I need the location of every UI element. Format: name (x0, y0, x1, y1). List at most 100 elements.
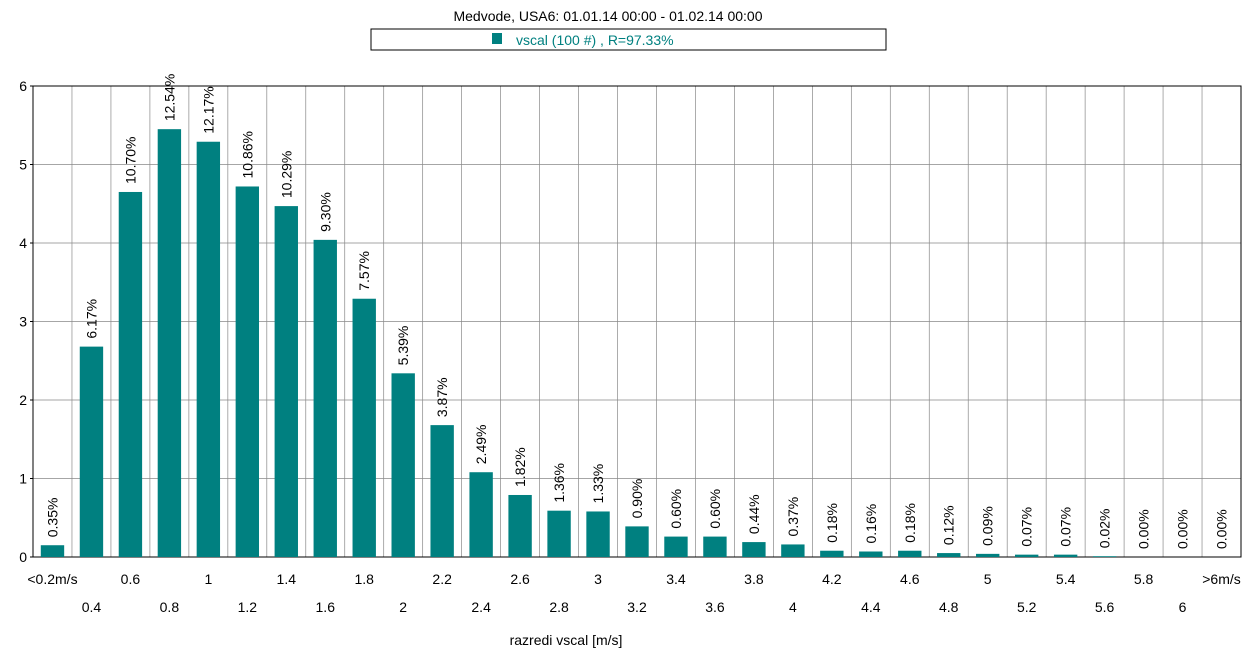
x-tick-label: 2.8 (549, 599, 569, 615)
x-tick-label: 4.2 (822, 571, 842, 587)
legend-label: vscal (100 #) , R=97.33% (516, 32, 674, 48)
x-tick-label: 1 (204, 571, 212, 587)
x-tick-label: >6m/s (1202, 571, 1241, 587)
bar (898, 550, 922, 557)
bar (664, 536, 688, 557)
percent-label: 0.18% (902, 503, 918, 543)
bars (40, 129, 1117, 558)
bar (352, 298, 376, 557)
y-tick-label: 4 (19, 235, 27, 251)
bar (118, 191, 143, 557)
x-tick-label: 6 (1179, 599, 1187, 615)
percent-label: 0.00% (1175, 509, 1191, 549)
x-tick-label: 5.6 (1095, 599, 1115, 615)
bar (742, 542, 766, 557)
percent-label: 0.12% (941, 505, 957, 545)
percent-label: 3.87% (434, 377, 450, 417)
percent-label: 0.00% (1136, 509, 1152, 549)
percent-label: 0.18% (824, 503, 840, 543)
percent-label: 10.29% (278, 151, 294, 198)
percent-label: 0.00% (1214, 509, 1230, 549)
bar (274, 206, 298, 558)
percent-label: 12.54% (161, 74, 177, 121)
y-tick-label: 0 (19, 549, 27, 565)
percent-label: 10.86% (239, 131, 255, 178)
bar (820, 550, 844, 557)
x-tick-label: 4.6 (900, 571, 920, 587)
bar (508, 494, 532, 557)
bar (976, 553, 1000, 557)
percent-label: 2.49% (473, 425, 489, 465)
legend: vscal (100 #) , R=97.33% (370, 28, 887, 51)
x-axis-ticks: <0.2m/s 0.4 0.6 0.8 1 1.2 1.4 1.6 1.8 2 2.2 2.4 2.6 2… (27, 571, 1240, 615)
y-tick-label: 6 (19, 78, 27, 94)
x-tick-label: 3.8 (744, 571, 764, 587)
y-tick-label: 3 (19, 314, 27, 330)
x-tick-label: 1.8 (354, 571, 374, 587)
bar (859, 551, 883, 557)
x-tick-label: 1.6 (316, 599, 336, 615)
x-tick-label: 2.4 (471, 599, 491, 615)
percent-label: 1.33% (590, 464, 606, 504)
y-tick-label: 1 (19, 471, 27, 487)
x-tick-label: 1.4 (277, 571, 297, 587)
percent-label: 6.17% (83, 299, 99, 339)
bar (703, 536, 727, 557)
bar (430, 425, 454, 557)
percent-label: 0.35% (44, 498, 60, 538)
bar (196, 141, 221, 558)
bar (547, 510, 571, 557)
percent-labels: 0.35% 6.17% 10.70% 12.54% 12.17% 10.86% 10.29%… (44, 74, 1229, 549)
x-tick-label: 5.8 (1134, 571, 1154, 587)
gridlines (33, 86, 1241, 557)
bar (937, 553, 961, 557)
x-tick-label: 1.2 (238, 599, 258, 615)
x-tick-label: 2.2 (432, 571, 452, 587)
y-tick-label: 5 (19, 157, 27, 173)
y-axis-ticks: 0 1 2 3 4 5 6 (19, 78, 33, 565)
y-tick-label: 2 (19, 392, 27, 408)
percent-label: 0.44% (746, 494, 762, 534)
x-axis-label: razredi vscal [m/s] (510, 632, 623, 648)
percent-label: 0.60% (707, 489, 723, 529)
legend-swatch (492, 33, 502, 44)
bar (625, 526, 649, 557)
bar (235, 186, 260, 558)
percent-label: 1.82% (512, 447, 528, 487)
x-tick-label: 4.4 (861, 599, 881, 615)
bar (1014, 554, 1039, 557)
bar (781, 544, 805, 557)
percent-label: 0.90% (629, 479, 645, 519)
percent-label: 12.17% (200, 86, 216, 133)
bar (1092, 556, 1117, 557)
bar (391, 373, 415, 557)
x-tick-label: 5.4 (1056, 571, 1076, 587)
bar (313, 239, 337, 558)
bar (79, 346, 104, 557)
percent-label: 0.37% (785, 497, 801, 537)
percent-label: 0.09% (980, 506, 996, 546)
percent-label: 0.16% (863, 504, 879, 544)
x-tick-label: 3.6 (705, 599, 725, 615)
percent-label: 7.57% (356, 251, 372, 291)
chart-title: Medvode, USA6: 01.01.14 00:00 - 01.02.14… (453, 8, 762, 24)
percent-label: 0.07% (1058, 507, 1074, 547)
x-tick-label: 3.4 (666, 571, 686, 587)
percent-label: 0.02% (1097, 509, 1113, 549)
x-tick-label: <0.2m/s (27, 571, 77, 587)
x-tick-label: 2.6 (510, 571, 530, 587)
percent-label: 5.39% (395, 326, 411, 366)
x-tick-label: 3.2 (627, 599, 647, 615)
percent-label: 10.70% (122, 136, 138, 183)
bar (40, 545, 65, 557)
x-tick-label: 4 (789, 599, 797, 615)
x-tick-label: 4.8 (939, 599, 959, 615)
x-tick-label: 0.6 (121, 571, 141, 587)
x-tick-label: 3 (594, 571, 602, 587)
percent-label: 0.60% (668, 489, 684, 529)
bar (586, 511, 610, 557)
bar (469, 472, 493, 557)
bar (157, 129, 182, 558)
x-tick-label: 5.2 (1017, 599, 1037, 615)
